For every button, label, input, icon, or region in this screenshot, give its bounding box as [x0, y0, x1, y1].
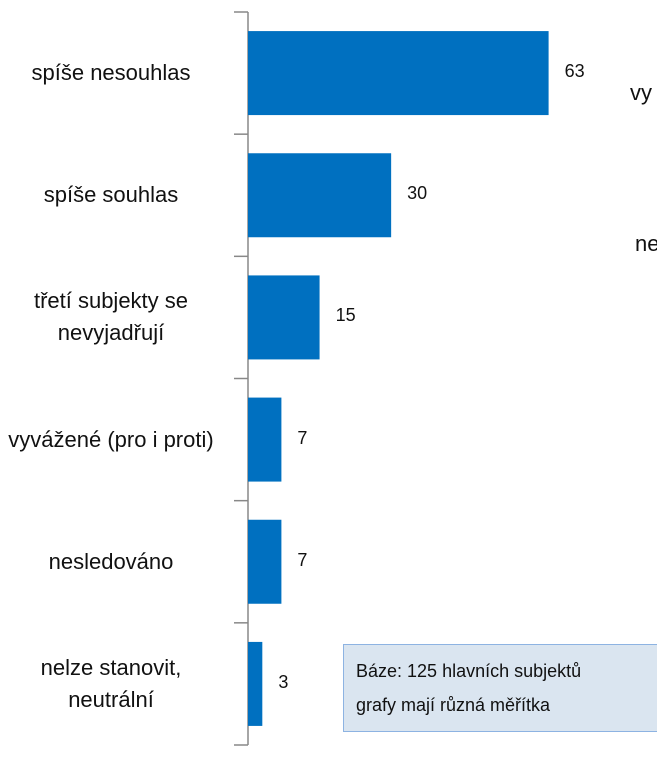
value-label: 63 — [564, 61, 585, 82]
y-tick-label: nesledováno — [48, 548, 174, 574]
value-label: 15 — [335, 305, 356, 326]
y-tick-label: spíše nesouhlas — [31, 60, 191, 86]
value-label: 7 — [297, 549, 308, 570]
note-line: Báze: 125 hlavních subjektů — [356, 661, 582, 681]
bar — [248, 397, 282, 482]
bar — [248, 641, 263, 726]
note-line: grafy mají různá měřítka — [356, 695, 551, 715]
bar — [248, 153, 392, 238]
y-tick-label: nelze stanovit, neutrální — [40, 654, 182, 712]
value-label: 30 — [407, 183, 428, 204]
y-tick-label: třetí subjekty se nevyjadřují — [33, 288, 189, 346]
value-label: 7 — [297, 427, 308, 448]
bar — [248, 31, 549, 116]
y-tick-label: spíše souhlas — [43, 182, 179, 208]
value-label: 3 — [278, 671, 289, 692]
clipped-text: vy — [630, 80, 652, 105]
y-tick-label: vyvážené (pro i proti) — [8, 426, 214, 452]
bar — [248, 275, 320, 360]
bar — [248, 519, 282, 604]
note-box: Báze: 125 hlavních subjektů grafy mají r… — [343, 644, 657, 732]
clipped-text: ne — [635, 231, 657, 256]
